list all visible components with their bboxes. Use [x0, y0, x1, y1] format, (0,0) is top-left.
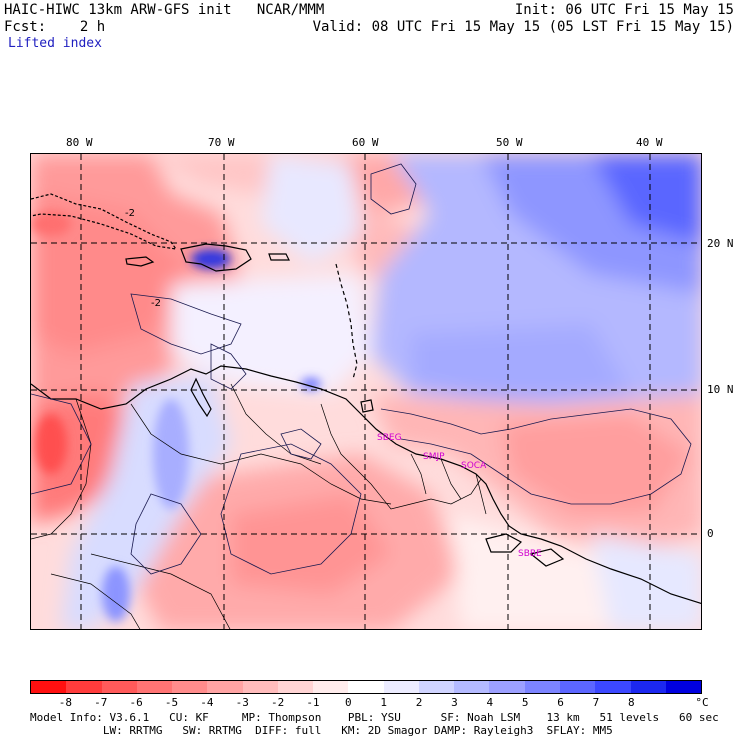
colorbar-swatch [207, 681, 243, 693]
colorbar-label: -5 [164, 696, 179, 709]
colorbar-swatch [172, 681, 208, 693]
colorbar-label: 0 [345, 696, 352, 709]
colorbar-swatch [348, 681, 384, 693]
contour-label: -2 [125, 208, 135, 219]
lon-label-60w: 60 W [352, 136, 379, 149]
colorbar-swatch [595, 681, 631, 693]
colorbar-swatch [66, 681, 102, 693]
colorbar-label: 5 [521, 696, 529, 709]
colorbar-swatch [418, 681, 455, 693]
colorbar-swatch [559, 681, 596, 693]
station-sbeg: SBEG [377, 433, 402, 443]
lon-label-50w: 50 W [496, 136, 523, 149]
colorbar-swatch [383, 681, 419, 693]
colorbar-swatch [101, 681, 137, 693]
lon-label-40w: 40 W [636, 136, 663, 149]
colorbar-label: -4 [200, 696, 214, 709]
field-name: Lifted index [8, 36, 102, 51]
forecast-hour: Fcst: 2 h [4, 19, 106, 35]
colorbar-label: 2 [415, 696, 423, 709]
colorbar-swatch [136, 681, 173, 693]
colorbar-label: 7 [592, 696, 600, 709]
lat-label-20n: 20 N [707, 237, 734, 250]
colorbar-label: 6 [557, 696, 564, 709]
colorbar-label: -1 [306, 696, 320, 709]
colorbar-swatch [454, 681, 490, 693]
country-borders [31, 383, 487, 629]
colorbar-label: -8 [58, 696, 72, 709]
contour-label: -2 [151, 298, 161, 309]
init-time: Init: 06 UTC Fri 15 May 15 [514, 2, 734, 18]
lat-label-0: 0 [707, 527, 714, 540]
model-title: HAIC-HIWC 13km ARW-GFS init NCAR/MMM [4, 2, 325, 18]
colorbar-swatch [524, 681, 560, 693]
lon-label-70w: 70 W [208, 136, 235, 149]
colorbar-label: 1 [380, 696, 387, 709]
colorbar [30, 680, 702, 694]
lifted-index-map: -2 -2 SBEG SMJP SOCA SBBE [30, 153, 702, 630]
station-smjp: SMJP [423, 452, 445, 462]
colorbar-swatch [277, 681, 314, 693]
colorbar-swatch [31, 681, 67, 693]
lon-label-80w: 80 W [66, 136, 93, 149]
colorbar-unit: °C [695, 696, 709, 709]
colorbar-swatch [630, 681, 666, 693]
colorbar-swatch [313, 681, 349, 693]
station-soca: SOCA [461, 461, 487, 471]
station-sbbe: SBBE [518, 549, 542, 559]
colorbar-label: 4 [486, 696, 494, 709]
colorbar-label: -6 [129, 696, 143, 709]
colorbar-swatch [242, 681, 278, 693]
lat-label-10n: 10 N [707, 383, 734, 396]
field-shading [31, 154, 701, 629]
field-fine-shading [31, 212, 321, 622]
coastlines [31, 193, 701, 605]
lat-lon-grid [31, 154, 701, 629]
colorbar-swatch [665, 681, 702, 693]
map-canvas: -2 -2 SBEG SMJP SOCA SBBE [31, 154, 701, 629]
model-info-line1: Model Info: V3.6.1 CU: KF MP: Thompson P… [30, 711, 719, 724]
colorbar-label: 3 [451, 696, 458, 709]
colorbar-label: -3 [235, 696, 249, 709]
colorbar-label: -7 [94, 696, 108, 709]
colorbar-label: -2 [270, 696, 285, 709]
colorbar-label: 8 [627, 696, 635, 709]
colorbar-swatch [489, 681, 525, 693]
model-info-line2: LW: RRTMG SW: RRTMG DIFF: full KM: 2D Sm… [30, 724, 613, 737]
valid-time: Valid: 08 UTC Fri 15 May 15 (05 LST Fri … [312, 19, 734, 35]
